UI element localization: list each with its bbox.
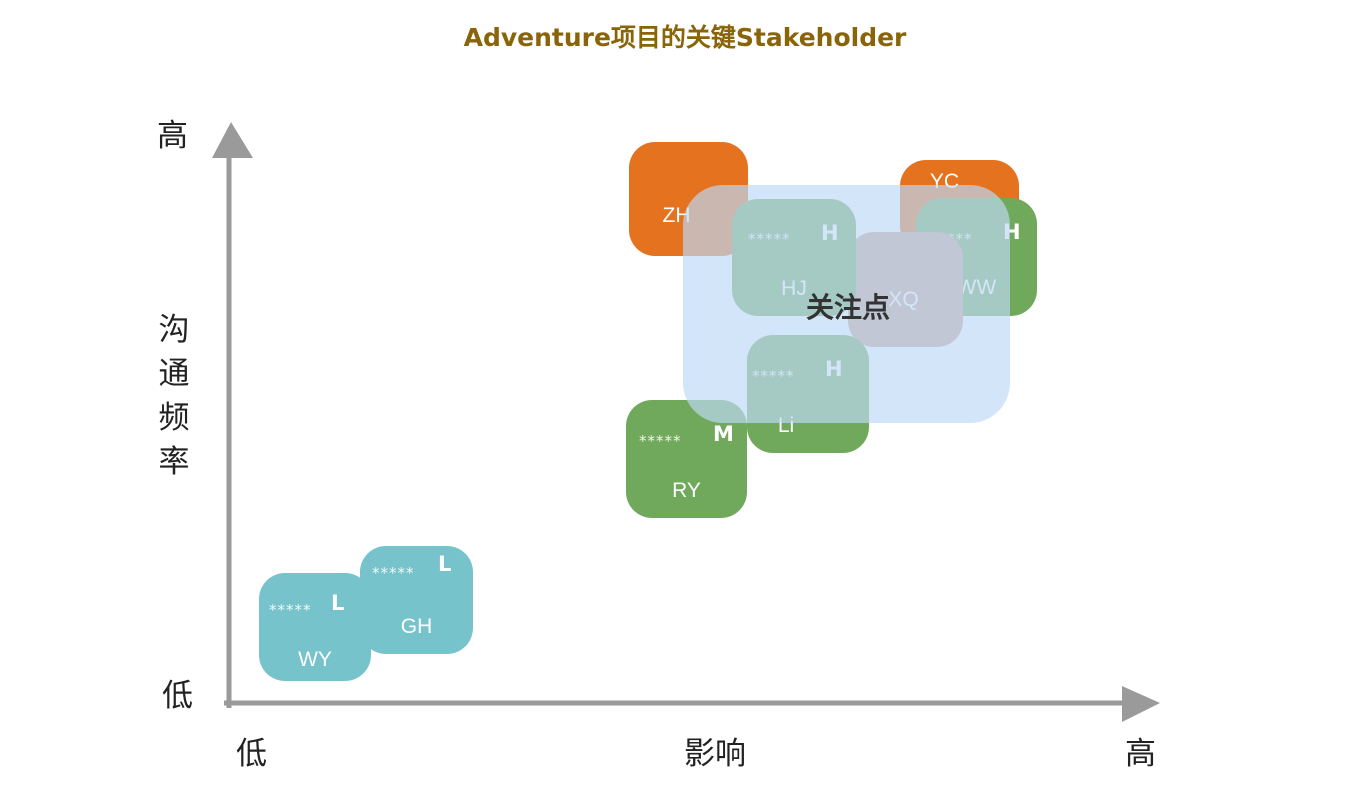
y-axis-low-label: 低 bbox=[162, 678, 193, 714]
y-axis-high-label: 高 bbox=[157, 118, 188, 154]
stakeholder-wy[interactable]: ***** L WY bbox=[259, 573, 371, 681]
stakeholder-name: WY bbox=[298, 648, 332, 671]
rating-stars: ***** bbox=[269, 601, 312, 619]
rating-stars: ***** bbox=[639, 432, 682, 450]
stakeholder-name: RY bbox=[672, 479, 701, 502]
y-axis-arrow bbox=[212, 122, 253, 158]
rating-stars: ***** bbox=[372, 564, 415, 582]
y-axis-title-text: 沟 通 频 率 bbox=[158, 312, 190, 480]
x-axis-arrow bbox=[1122, 686, 1160, 722]
level-badge: L bbox=[438, 552, 452, 576]
focus-area-label: 关注点 bbox=[806, 291, 891, 324]
focus-area bbox=[683, 185, 1010, 423]
y-axis-title: 沟 通 频 率 bbox=[157, 308, 191, 484]
x-axis-low-label: 低 bbox=[236, 736, 267, 772]
stakeholder-name: GH bbox=[400, 615, 433, 638]
x-axis-high-label: 高 bbox=[1125, 736, 1156, 772]
stakeholder-gh[interactable]: ***** L GH bbox=[360, 546, 473, 654]
chart-title: Adventure项目的关键Stakeholder bbox=[463, 23, 907, 52]
level-badge: M bbox=[713, 422, 734, 446]
x-axis-title: 影响 bbox=[684, 736, 746, 772]
level-badge: L bbox=[331, 591, 345, 615]
